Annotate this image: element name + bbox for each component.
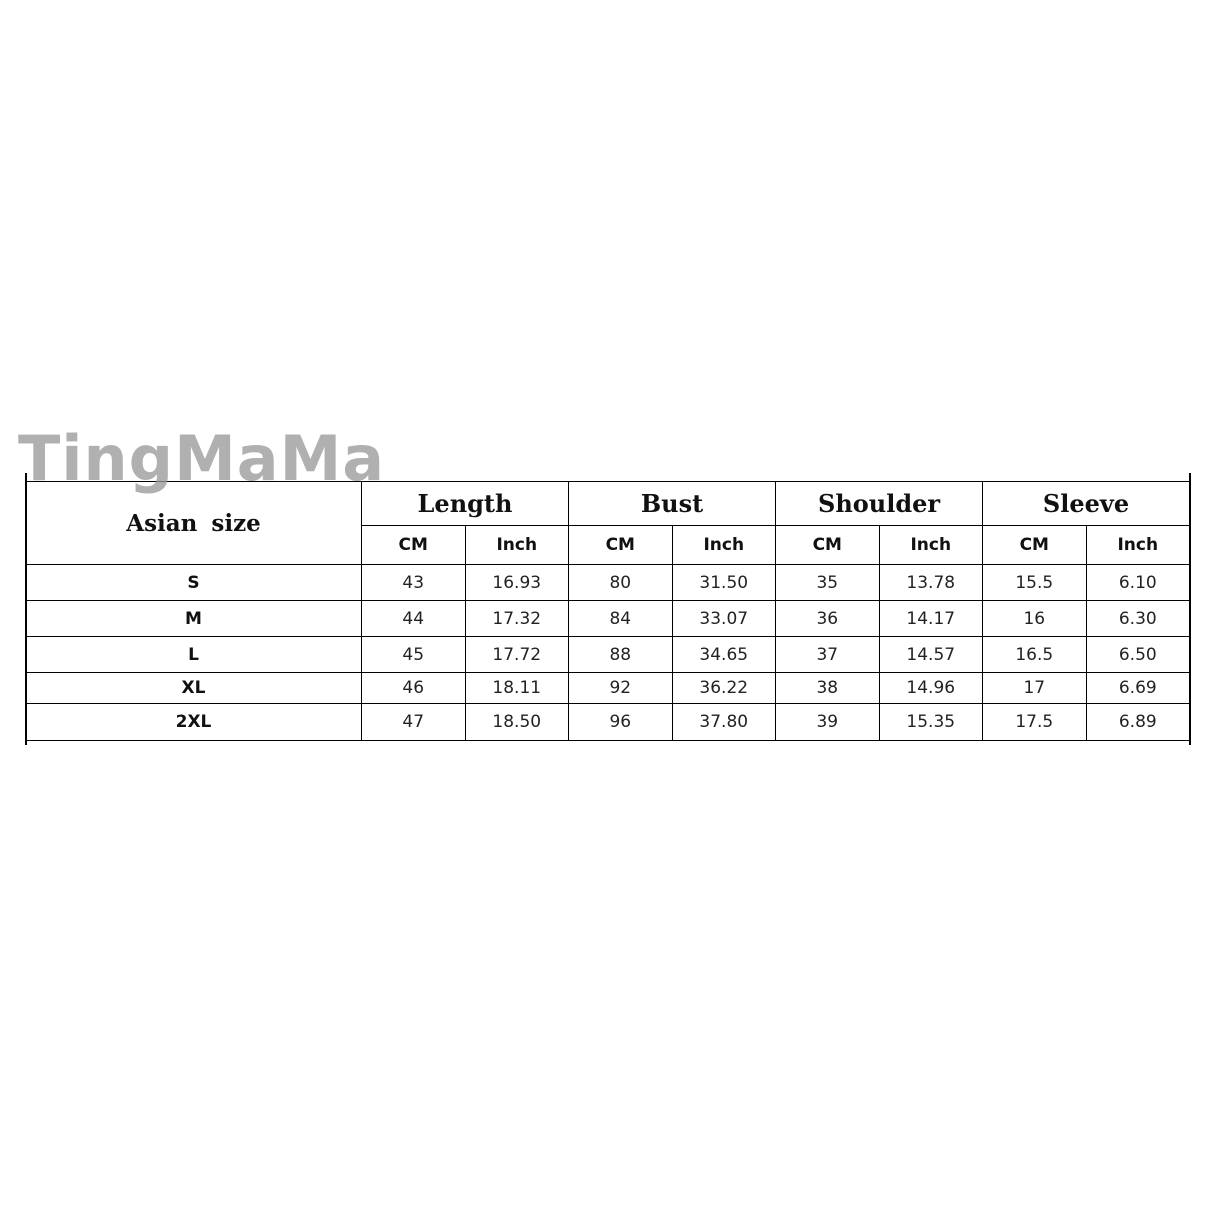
length-header: Length [360, 481, 570, 526]
table-cell: 16.5 [982, 636, 1087, 673]
unit-header: CM [568, 525, 673, 565]
table-row: XL 46 18.11 92 36.22 38 14.96 17 6.69 [25, 672, 1191, 704]
size-label: M [25, 600, 362, 637]
table-row: L 45 17.72 88 34.65 37 14.57 16.5 6.50 [25, 636, 1191, 673]
table-cell: 6.50 [1085, 636, 1191, 673]
unit-header: Inch [878, 525, 984, 565]
unit-header: Inch [671, 525, 777, 565]
unit-header: CM [361, 525, 466, 565]
table-cell: 96 [568, 703, 673, 741]
table-cell: 84 [568, 600, 673, 637]
bust-header: Bust [568, 481, 777, 526]
table-cell: 80 [568, 564, 673, 601]
table-cell: 92 [568, 672, 673, 704]
asian-size-header: Asian size [25, 481, 362, 565]
table-cell: 14.96 [878, 672, 984, 704]
size-label: 2XL [25, 703, 362, 741]
table-cell: 34.65 [671, 636, 777, 673]
table-cell: 18.11 [464, 672, 570, 704]
unit-header: CM [775, 525, 880, 565]
table-cell: 17.72 [464, 636, 570, 673]
table-cell: 33.07 [671, 600, 777, 637]
frame-right-edge [1189, 473, 1191, 745]
table-row: S 43 16.93 80 31.50 35 13.78 15.5 6.10 [25, 564, 1191, 601]
table-cell: 43 [361, 564, 466, 601]
table-cell: 16.93 [464, 564, 570, 601]
size-label: L [25, 636, 362, 673]
brand-watermark: TingMaMa [18, 422, 386, 495]
size-label: XL [25, 672, 362, 704]
table-cell: 35 [775, 564, 880, 601]
table-cell: 44 [361, 600, 466, 637]
table-cell: 88 [568, 636, 673, 673]
table-cell: 39 [775, 703, 880, 741]
table-cell: 37.80 [671, 703, 777, 741]
table-cell: 37 [775, 636, 880, 673]
table-cell: 18.50 [464, 703, 570, 741]
table-cell: 16 [982, 600, 1087, 637]
table-cell: 6.30 [1085, 600, 1191, 637]
table-cell: 13.78 [878, 564, 984, 601]
unit-header-row: CM Inch CM Inch CM Inch CM Inch [26, 525, 1191, 565]
table-row: M 44 17.32 84 33.07 36 14.17 16 6.30 [25, 600, 1191, 637]
table-cell: 17.32 [464, 600, 570, 637]
size-label: S [25, 564, 362, 601]
table-cell: 6.69 [1085, 672, 1191, 704]
table-cell: 36.22 [671, 672, 777, 704]
table-cell: 36 [775, 600, 880, 637]
table-cell: 15.5 [982, 564, 1087, 601]
table-cell: 45 [361, 636, 466, 673]
table-cell: 31.50 [671, 564, 777, 601]
table-cell: 47 [361, 703, 466, 741]
unit-header: Inch [1085, 525, 1191, 565]
table-cell: 46 [361, 672, 466, 704]
table-cell: 15.35 [878, 703, 984, 741]
unit-header: CM [982, 525, 1087, 565]
table-cell: 17 [982, 672, 1087, 704]
sleeve-header: Sleeve [982, 481, 1191, 526]
size-table: Asian size Length Bust Shoulder Sleeve C… [25, 481, 1191, 741]
table-cell: 38 [775, 672, 880, 704]
size-chart: Asian size Length Bust Shoulder Sleeve C… [25, 473, 1191, 745]
table-row: 2XL 47 18.50 96 37.80 39 15.35 17.5 6.89 [25, 703, 1191, 741]
group-header-row: Asian size Length Bust Shoulder Sleeve [25, 481, 1191, 565]
table-cell: 14.57 [878, 636, 984, 673]
unit-header: Inch [464, 525, 570, 565]
shoulder-header: Shoulder [775, 481, 984, 526]
table-cell: 14.17 [878, 600, 984, 637]
table-cell: 17.5 [982, 703, 1087, 741]
table-cell: 6.89 [1085, 703, 1191, 741]
table-cell: 6.10 [1085, 564, 1191, 601]
